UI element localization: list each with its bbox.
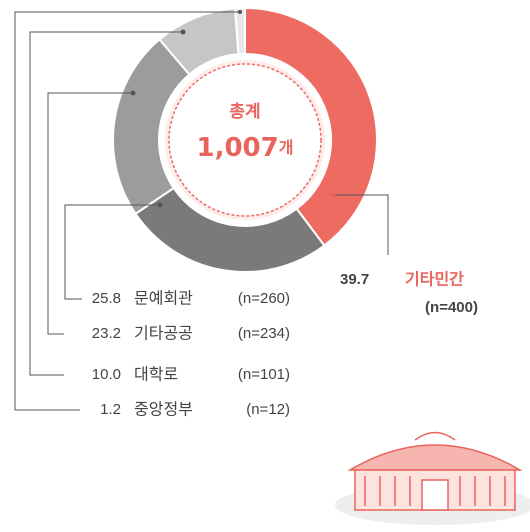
category-label: 기타민간 xyxy=(405,270,464,289)
center-total: 1,007개 xyxy=(197,133,294,163)
inner-ring xyxy=(168,63,322,217)
category-label: 기타공공 xyxy=(134,324,193,343)
center-unit: 개 xyxy=(279,138,294,157)
category-label: 문예회관 xyxy=(134,289,193,308)
donut-segment xyxy=(244,6,378,247)
value-label: 1.2 xyxy=(100,401,121,418)
building-icon xyxy=(335,431,530,525)
count-label: (n=260) xyxy=(238,290,290,307)
center-label: 총계 xyxy=(229,102,260,122)
count-label: (n=400) xyxy=(425,299,478,316)
center-value: 1,007 xyxy=(197,133,279,163)
value-label: 10.0 xyxy=(92,366,121,383)
leader-lines xyxy=(14,10,389,411)
category-label: 중앙정부 xyxy=(134,400,193,419)
value-label: 39.7 xyxy=(340,271,369,288)
value-label: 23.2 xyxy=(92,325,121,342)
count-label: (n=234) xyxy=(238,325,290,342)
donut-segment xyxy=(233,6,246,56)
category-label: 대학로 xyxy=(134,365,178,384)
count-label: (n=101) xyxy=(238,366,290,383)
value-label: 25.8 xyxy=(92,290,121,307)
count-label: (n=12) xyxy=(246,401,290,418)
